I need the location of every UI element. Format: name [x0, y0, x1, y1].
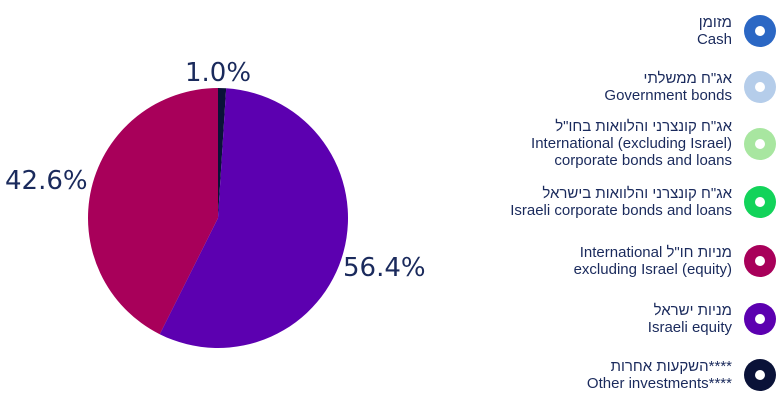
pie-label-other: 1.0%	[185, 58, 252, 88]
legend-item-israeli-corporate-bonds: אג"ח קונצרני והלוואות בישראל Israeli cor…	[510, 185, 776, 219]
legend-item-government-bonds: אג"ח ממשלתי Government bonds	[604, 70, 776, 104]
legend-swatch-other-investments	[744, 359, 776, 391]
pie-slice-israeli-equity	[159, 88, 349, 349]
legend-label-en: Cash	[696, 31, 732, 48]
legend-swatch-government-bonds	[744, 71, 776, 103]
legend-label-en: Other investments****	[586, 375, 732, 392]
legend-swatch-israeli-corporate-bonds	[744, 186, 776, 218]
legend-swatch-international-equity	[744, 245, 776, 277]
pie-slice-other-investments	[218, 88, 227, 218]
pie-slice-international-excluding-israel-equity	[87, 88, 219, 335]
legend-label-en: corporate bonds and loans	[554, 152, 732, 169]
legend-label-en: excluding Israel (equity)	[573, 261, 732, 278]
legend-swatch-cash	[744, 15, 776, 47]
legend-label-en: International (excluding Israel)	[531, 135, 732, 152]
legend-swatch-israeli-equity	[744, 303, 776, 335]
pie-chart: 1.0% 56.4% 42.6%	[5, 58, 426, 349]
legend-label-he: מניות ישראל	[653, 302, 732, 319]
pie-label-israeli-equity: 56.4%	[343, 253, 426, 283]
legend-label-he: השקעות אחרות****	[610, 358, 732, 375]
legend-label-en: Israeli corporate bonds and loans	[510, 202, 732, 219]
legend: מזומן Cash אג"ח ממשלתי Government bonds …	[420, 0, 784, 398]
pie-label-international-equity: 42.6%	[5, 166, 88, 196]
legend-label-he: אג"ח ממשלתי	[643, 70, 732, 87]
pie-svg	[87, 88, 349, 349]
legend-label-he: אג"ח קונצרני והלוואות בישראל	[542, 185, 732, 202]
legend-swatch-international-corporate-bonds	[744, 127, 776, 160]
legend-label-en: Israeli equity	[647, 319, 732, 336]
legend-item-other-investments: השקעות אחרות**** Other investments****	[587, 358, 776, 392]
legend-label-en: Government bonds	[604, 87, 732, 104]
legend-label-he: מזומן	[698, 14, 732, 31]
legend-item-cash: מזומן Cash	[697, 14, 776, 48]
legend-item-international-corporate-bonds: אג"ח קונצרני והלוואות בחו"ל Internationa…	[531, 118, 776, 169]
legend-label-he: אג"ח קונצרני והלוואות בחו"ל	[555, 118, 732, 135]
legend-label-he: International מניות חו"ל	[579, 244, 732, 261]
legend-item-international-equity: International מניות חו"ל excluding Israe…	[574, 244, 776, 278]
legend-item-israeli-equity: מניות ישראל Israeli equity	[648, 302, 776, 336]
